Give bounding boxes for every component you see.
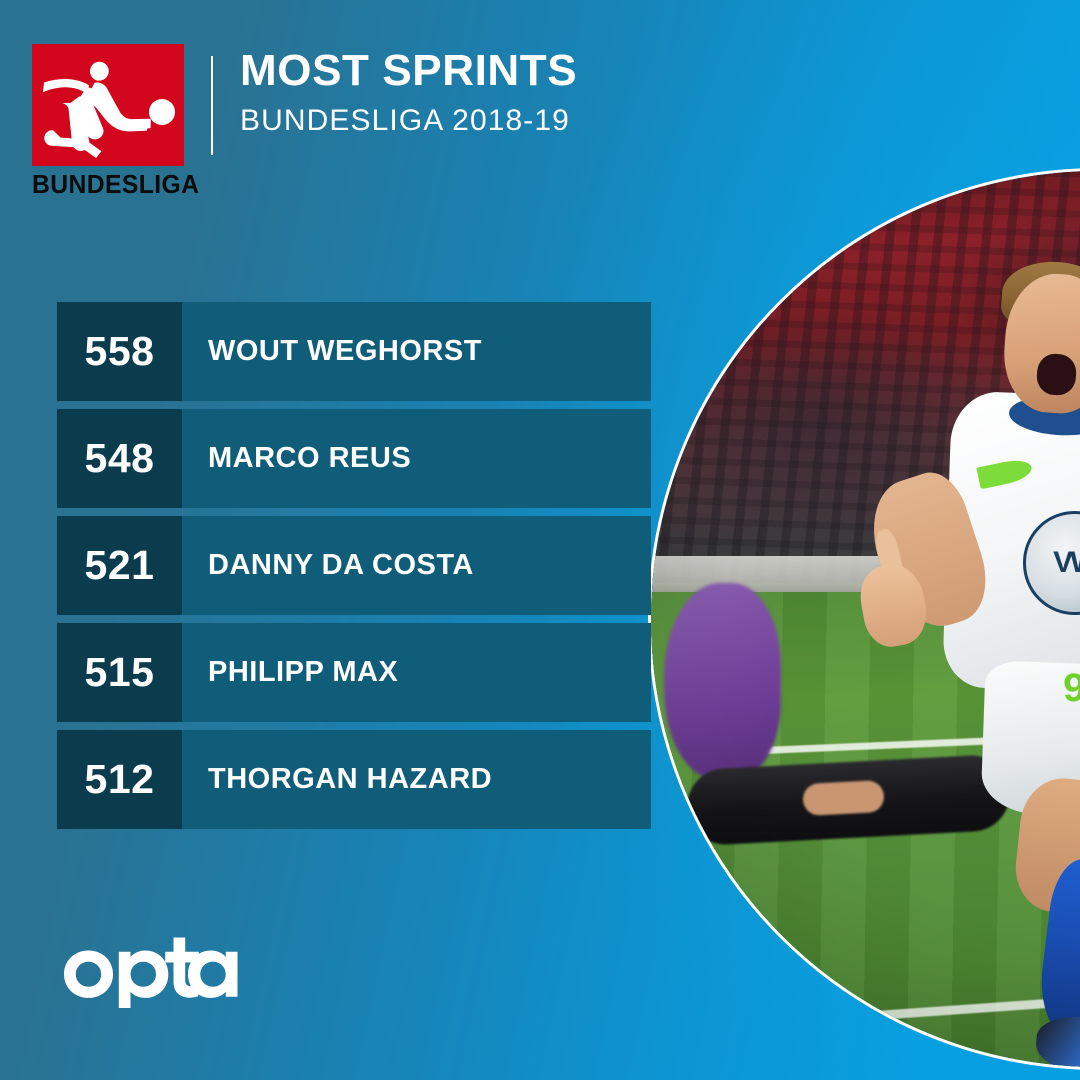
player-name-value: DANNY DA COSTA <box>208 549 474 581</box>
sprint-count-cell: 548 <box>57 409 182 508</box>
header-titles: MOST SPRINTS BUNDESLIGA 2018-19 <box>240 46 578 138</box>
ranking-row: 515 PHILIPP MAX <box>57 623 651 722</box>
ranking-row: 548 MARCO REUS <box>57 409 651 508</box>
sprint-count-cell: 521 <box>57 516 182 615</box>
bundesliga-logo: BUNDESLIGA <box>32 44 200 199</box>
volkswagen-logo-icon <box>1022 511 1080 615</box>
sprint-count-value: 548 <box>84 435 155 481</box>
player-name-value: PHILIPP MAX <box>208 656 399 688</box>
sprint-count-value: 521 <box>84 542 155 588</box>
sprint-count-value: 512 <box>84 756 155 802</box>
sprint-count-cell: 512 <box>57 730 182 829</box>
celebrating-player: 9 <box>651 171 1080 1067</box>
sprint-count-value: 558 <box>84 328 155 374</box>
player-shirt-number: 9 <box>1063 668 1080 731</box>
sprint-count-cell: 558 <box>57 302 182 401</box>
opta-wordmark-icon <box>64 937 238 1008</box>
player-name-cell: PHILIPP MAX <box>182 623 651 722</box>
player-name-cell: DANNY DA COSTA <box>182 516 651 615</box>
player-kicking-ball-icon <box>43 61 175 158</box>
player-boot <box>1033 1012 1080 1067</box>
bundesliga-badge <box>32 44 184 166</box>
opta-logo: opta <box>62 934 240 1013</box>
sprint-count-value: 515 <box>84 649 155 695</box>
header-divider <box>211 56 213 155</box>
player-name-cell: THORGAN HAZARD <box>182 730 651 829</box>
player-name-value: THORGAN HAZARD <box>208 763 493 795</box>
player-photo: 9 <box>651 171 1080 1067</box>
page-title: MOST SPRINTS <box>240 46 578 95</box>
ranking-list: 558 WOUT WEGHORST 548 MARCO REUS 521 DANNY DA… <box>57 302 651 837</box>
header: BUNDESLIGA MOST SPRINTS BUNDESLIGA 2018-… <box>32 44 577 199</box>
player-photo-circle: 9 <box>648 168 1080 1070</box>
bundesliga-wordmark: BUNDESLIGA <box>32 171 200 199</box>
player-name-cell: WOUT WEGHORST <box>182 302 651 401</box>
page-subtitle: BUNDESLIGA 2018-19 <box>240 104 570 138</box>
player-name-value: MARCO REUS <box>208 442 412 474</box>
player-name-value: WOUT WEGHORST <box>208 335 482 367</box>
player-name-cell: MARCO REUS <box>182 409 651 508</box>
ranking-row: 512 THORGAN HAZARD <box>57 730 651 829</box>
background-goalkeeper <box>664 583 781 781</box>
ranking-row: 558 WOUT WEGHORST <box>57 302 651 401</box>
sprint-count-cell: 515 <box>57 623 182 722</box>
ranking-row: 521 DANNY DA COSTA <box>57 516 651 615</box>
